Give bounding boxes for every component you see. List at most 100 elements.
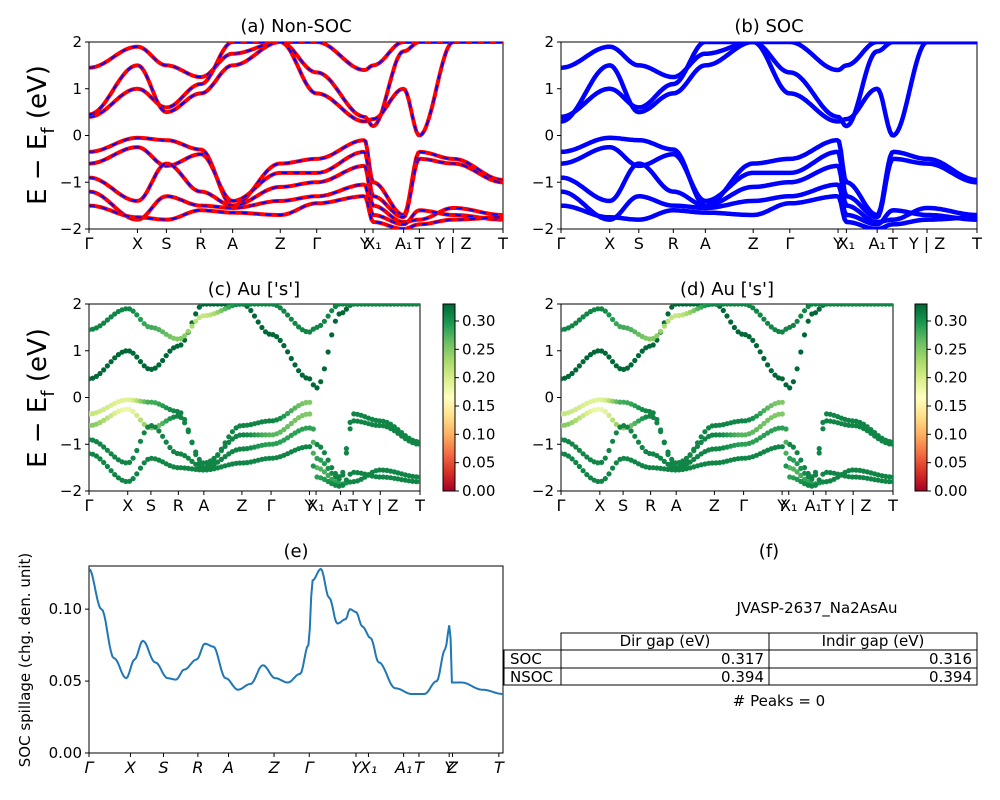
scatter-point [765, 320, 771, 326]
scatter-point [97, 456, 103, 462]
x-tick-label: A₁ [332, 496, 349, 515]
x-tick-label: Z [268, 758, 281, 777]
scatter-point [665, 449, 671, 455]
scatter-point [761, 408, 767, 414]
gap-table: JVASP-2637_Na2AsAu Dir gap (eV) Indir ga… [503, 599, 978, 710]
table-cell: 0.316 [929, 650, 972, 668]
x-tick-label: T [820, 496, 831, 515]
scatter-point [602, 476, 608, 482]
scatter-point [779, 425, 785, 431]
scatter-point [115, 352, 121, 358]
scatter-point [573, 459, 579, 466]
scatter-point [820, 426, 826, 432]
scatter-point [798, 349, 804, 355]
colorbar-tick-label: 0.15 [934, 397, 967, 415]
y-tick-label: 0.00 [49, 744, 82, 762]
scatter-point [731, 324, 738, 331]
scatter-point [189, 439, 195, 445]
scatter-point [654, 453, 660, 459]
scatter-point [650, 335, 656, 342]
x-tick-label: Y [832, 234, 843, 253]
y-tick-label: 0 [72, 389, 82, 407]
scatter-point [318, 322, 324, 328]
scatter-point [801, 332, 808, 338]
ylabel-middle: E − Ef (eV) [23, 328, 59, 468]
scatter-point [145, 399, 151, 405]
scatter-point [351, 469, 357, 475]
scatter-point [872, 433, 878, 439]
scatter-point [288, 432, 294, 438]
scatter-point [654, 333, 660, 339]
panel-e-title: (e) [283, 541, 308, 562]
scatter-point [314, 385, 320, 391]
x-tick-label: Y [304, 496, 315, 515]
scatter-point [587, 352, 594, 358]
x-tick-label: X [132, 234, 143, 253]
scatter-point [665, 311, 671, 317]
scatter-point [650, 342, 656, 348]
scatter-point [798, 313, 804, 319]
scatter-point [661, 323, 667, 329]
scatter-point [307, 399, 313, 405]
scatter-point [292, 320, 298, 326]
x-tick-label: X₁ [364, 234, 381, 253]
scatter-point [255, 432, 261, 438]
scatter-point [244, 432, 250, 438]
scatter-point [569, 456, 575, 462]
scatter-point [137, 417, 144, 423]
scatter-point [101, 320, 107, 326]
scatter-point [413, 479, 419, 485]
scatter-point [160, 433, 166, 439]
scatter-point [343, 446, 349, 452]
scatter-point [321, 318, 327, 324]
x-tick-label: Z [709, 496, 720, 515]
x-tick-label: A [198, 496, 209, 515]
scatter-point [798, 472, 804, 479]
scatter-point [303, 411, 309, 417]
scatter-point [229, 436, 235, 442]
scatter-point [196, 304, 202, 310]
scatter-point [753, 308, 760, 314]
x-tick-label: T [887, 234, 898, 253]
y-tick-label: −1 [60, 173, 82, 191]
scatter-point [613, 363, 619, 369]
scatter-point [890, 474, 893, 480]
scatter-point [650, 414, 656, 420]
scatter-point [97, 370, 103, 377]
x-tick-label: R [645, 496, 656, 515]
ylabel-top: E − Ef (eV) [23, 65, 59, 205]
scatter-point [130, 476, 136, 482]
scatter-point [101, 444, 107, 450]
scatter-point [321, 450, 327, 456]
x-tick-label: T [497, 234, 508, 253]
scatter-point [776, 425, 782, 431]
scatter-point [890, 304, 893, 307]
scatter-point [226, 439, 232, 445]
scatter-point [108, 359, 114, 365]
scatter-point [724, 313, 730, 319]
scatter-point [606, 412, 612, 418]
scatter-point [779, 411, 785, 417]
scatter-point [281, 343, 287, 349]
panel-b-title: (b) SOC [734, 16, 803, 37]
x-tick-label: X [124, 758, 137, 777]
scatter-point [757, 435, 763, 441]
scatter-point [332, 304, 338, 310]
scatter-point [112, 454, 118, 460]
scatter-point [417, 474, 420, 480]
scatter-point [624, 424, 631, 430]
scatter-point [292, 362, 298, 368]
scatter-point [805, 318, 811, 324]
scatter-point [123, 478, 129, 485]
colorbar-tick-label: 0.20 [462, 369, 495, 387]
x-tick-label: Y | Z [434, 234, 471, 253]
scatter-point [576, 317, 583, 323]
band-line [561, 42, 977, 138]
scatter-point [380, 467, 386, 473]
scatter-point [318, 466, 324, 472]
x-tick-label: Γ [557, 234, 566, 253]
scatter-point [343, 306, 349, 312]
scatter-point [599, 397, 605, 403]
colorbar-tick-label: 0.05 [462, 454, 495, 472]
scatter-point [156, 428, 162, 434]
